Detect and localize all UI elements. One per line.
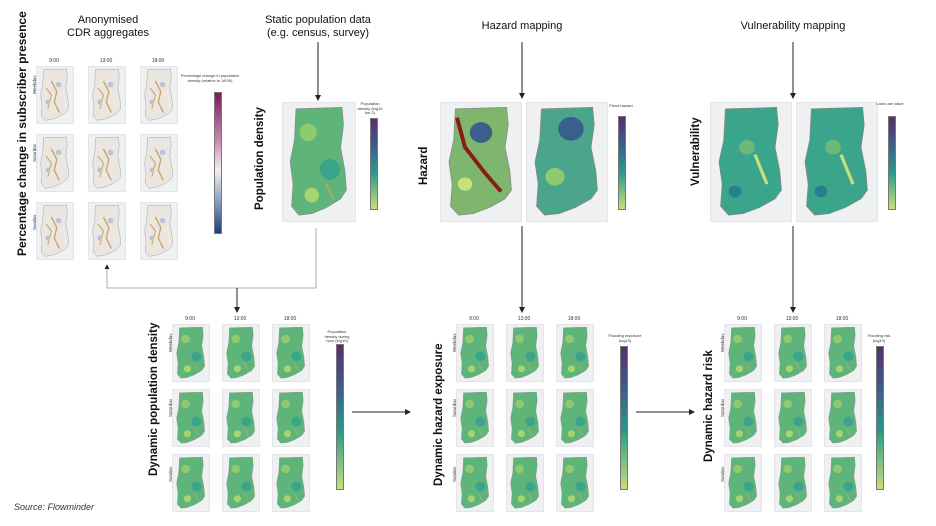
small-map — [272, 324, 310, 382]
colorbar-cdr-title: Percentage change in population density … — [180, 73, 240, 83]
time-header: 13:00 — [233, 316, 247, 322]
time-header: 13:00 — [517, 316, 531, 322]
time-header: 18:00 — [151, 58, 165, 64]
small-map — [506, 324, 544, 382]
arrow-loop-to-cdr — [104, 228, 317, 289]
colorbar-vuln-title: Land use value — [876, 101, 904, 106]
small-map — [36, 66, 74, 124]
time-header: 9:00 — [469, 316, 479, 322]
title-hazard-mapping: Hazard mapping — [481, 20, 563, 32]
map-vulnerability-b — [796, 102, 878, 222]
map-hazard-smooth — [526, 102, 608, 222]
source-credit: Source: Flowminder — [14, 502, 95, 512]
label-hazard: Hazard — [418, 146, 430, 185]
label-dynamic-population-density: Dynamic population density — [148, 322, 160, 476]
small-map — [172, 324, 210, 382]
time-header: 18:00 — [283, 316, 297, 322]
map-population-density — [282, 102, 356, 222]
colorbar-dyn-risk-title: Flooding risk (log10) — [867, 333, 891, 343]
small-map — [222, 454, 260, 512]
small-map — [272, 389, 310, 447]
time-header: 18:00 — [835, 316, 849, 322]
small-map — [88, 134, 126, 192]
label-dynamic-hazard-exposure: Dynamic hazard exposure — [433, 343, 445, 486]
label-percentage-change: Percentage change in subscriber presence — [15, 11, 29, 256]
small-map — [222, 389, 260, 447]
small-map — [272, 454, 310, 512]
small-map — [774, 389, 812, 447]
small-map — [556, 454, 594, 512]
small-map — [140, 134, 178, 192]
small-map — [556, 324, 594, 382]
colorbar-dyn-pop — [336, 344, 344, 490]
colorbar-vuln — [888, 116, 896, 210]
time-header: 18:00 — [567, 316, 581, 322]
colorbar-dyn-exp — [620, 346, 628, 490]
small-map — [172, 454, 210, 512]
small-map — [140, 66, 178, 124]
title-static-pop: Static population data (e.g. census, sur… — [265, 14, 371, 39]
time-header: 9:00 — [737, 316, 747, 322]
small-map — [456, 389, 494, 447]
colorbar-pop — [370, 118, 378, 210]
small-map — [506, 454, 544, 512]
small-map — [556, 389, 594, 447]
label-vulnerability: Vulnerability — [690, 117, 702, 186]
time-header: 9:00 — [185, 316, 195, 322]
small-map — [724, 324, 762, 382]
colorbar-hazard — [618, 116, 626, 210]
small-map — [824, 389, 862, 447]
colorbar-hazard-title: Flood hazard — [609, 103, 633, 108]
small-map — [824, 454, 862, 512]
small-map — [774, 454, 812, 512]
small-map — [88, 66, 126, 124]
small-map — [456, 324, 494, 382]
small-map — [222, 324, 260, 382]
colorbar-pop-title: Population density (log10 km-2) — [357, 101, 383, 115]
colorbar-dyn-exp-title: Flooding exposure (log10) — [608, 333, 642, 343]
small-map — [36, 202, 74, 260]
title-vulnerability-mapping: Vulnerability mapping — [740, 20, 846, 32]
small-map — [88, 202, 126, 260]
small-map — [774, 324, 812, 382]
time-header: 13:00 — [99, 58, 113, 64]
time-header: 13:00 — [785, 316, 799, 322]
small-map — [824, 324, 862, 382]
small-map — [172, 389, 210, 447]
small-map — [724, 389, 762, 447]
title-cdr: Anonymised CDR aggregates — [67, 14, 149, 39]
colorbar-dyn-pop-title: Population density during hour (log10) — [324, 329, 350, 343]
small-map — [456, 454, 494, 512]
label-population-density: Population density — [254, 107, 266, 210]
small-map — [36, 134, 74, 192]
map-hazard-detailed — [440, 102, 522, 222]
label-dynamic-hazard-risk: Dynamic hazard risk — [703, 350, 715, 462]
colorbar-dyn-risk — [876, 346, 884, 490]
time-header: 9:00 — [49, 58, 59, 64]
small-map — [140, 202, 178, 260]
small-map — [506, 389, 544, 447]
map-vulnerability-a — [710, 102, 792, 222]
colorbar-cdr — [214, 92, 222, 234]
small-map — [724, 454, 762, 512]
